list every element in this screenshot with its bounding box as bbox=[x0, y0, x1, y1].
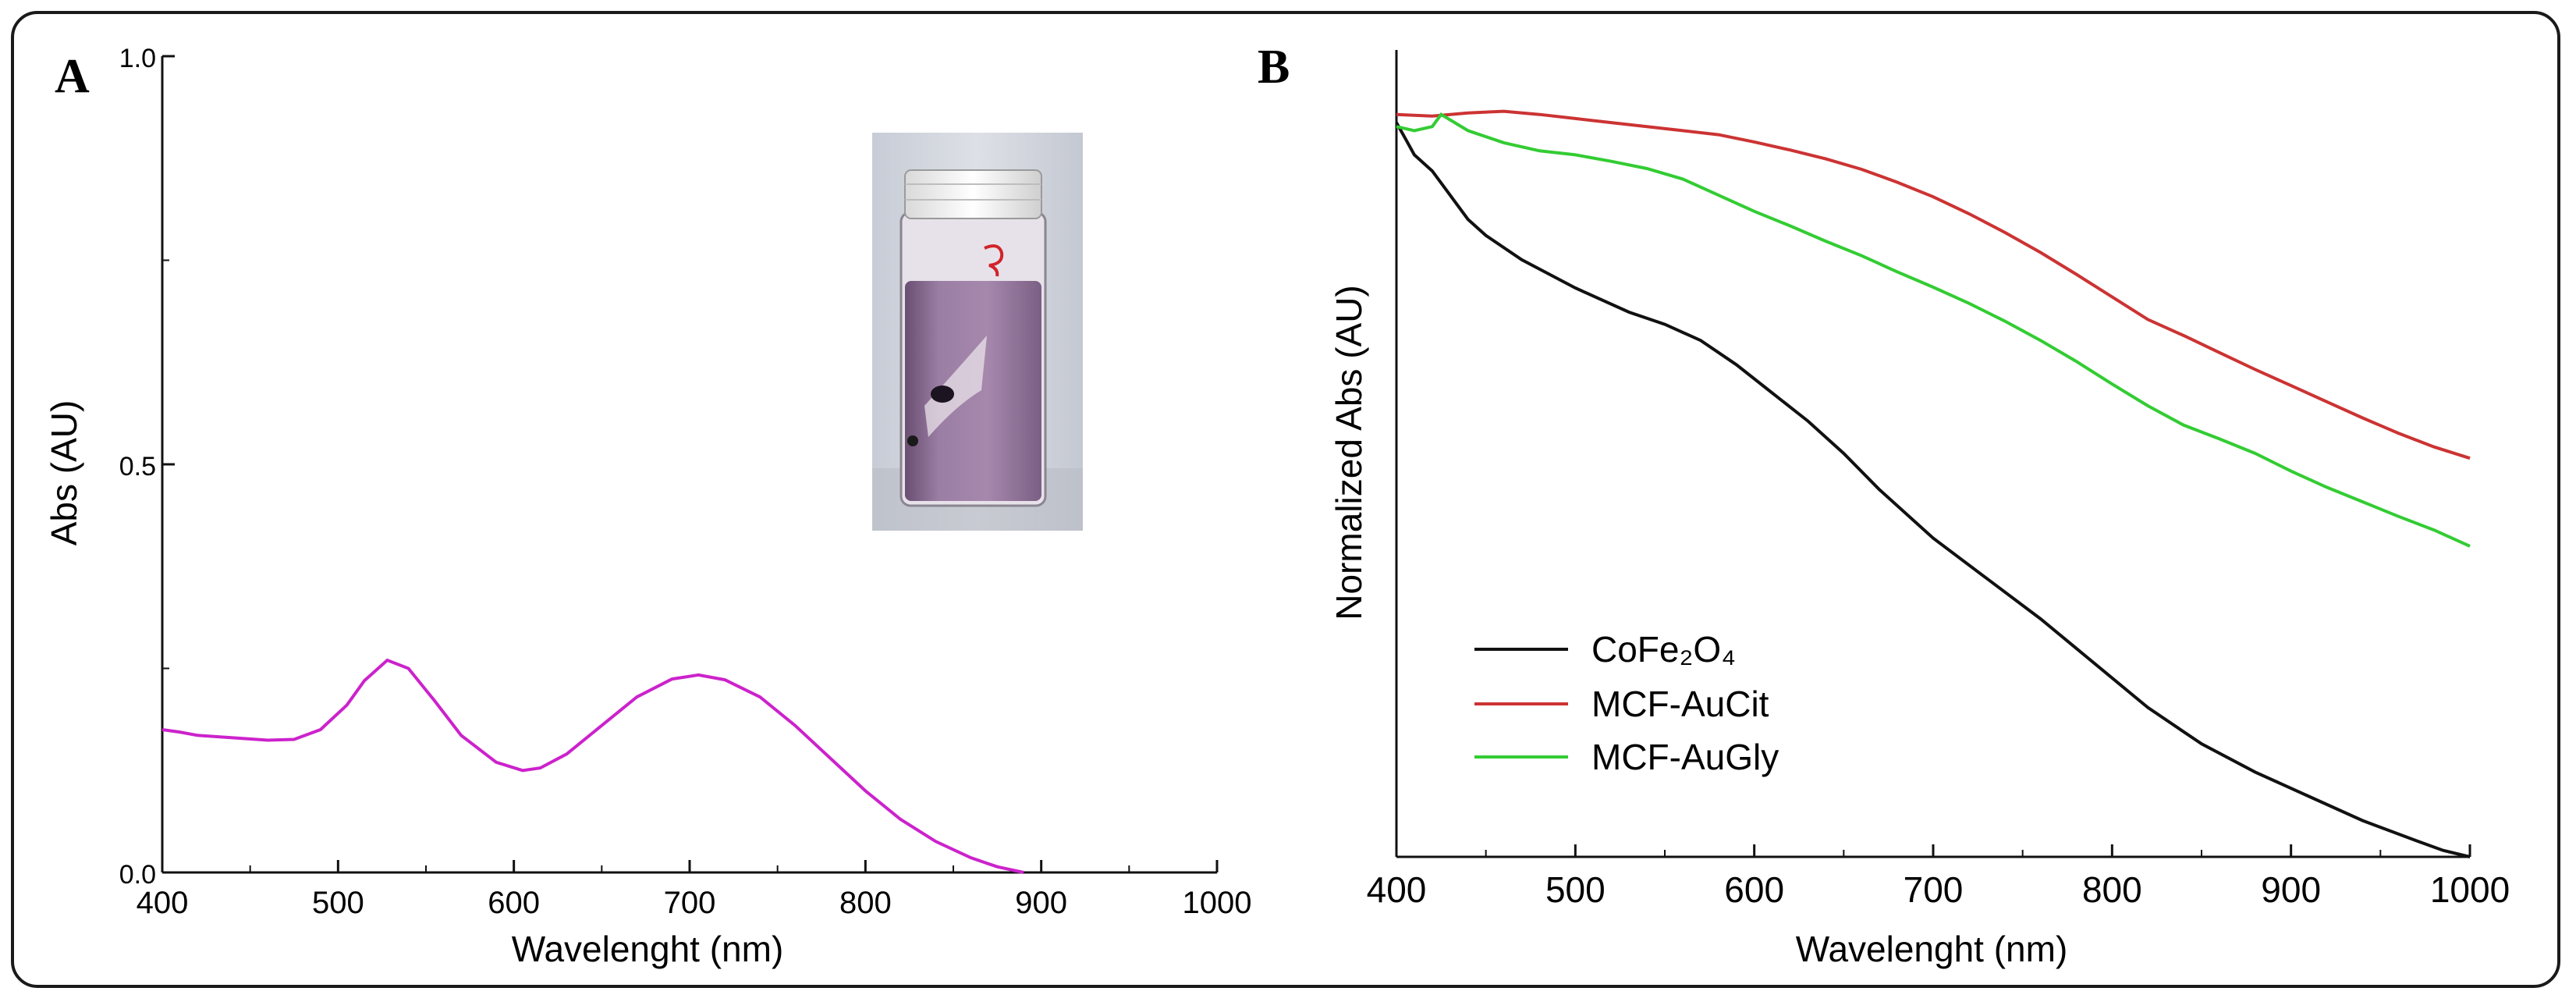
panel-b-legend: CoFe₂O₄ MCF-AuCit MCF-AuGly bbox=[1474, 629, 1779, 777]
x-tick-label: 500 bbox=[312, 886, 364, 920]
panel-a-y-ticks: 0.0 0.5 1.0 bbox=[119, 44, 175, 890]
x-tick-label: 500 bbox=[1545, 869, 1606, 910]
panel-a-spectrum-line bbox=[161, 658, 1024, 874]
legend-label-mcf-augly: MCF-AuGly bbox=[1591, 737, 1779, 777]
x-tick-label: 600 bbox=[488, 886, 540, 920]
x-tick-label: 800 bbox=[839, 886, 892, 920]
y-tick-label: 0.0 bbox=[119, 860, 156, 890]
x-tick-label: 600 bbox=[1724, 869, 1784, 910]
legend-label-cofe2o4: CoFe₂O₄ bbox=[1591, 629, 1736, 670]
panel-b-label: B bbox=[1258, 41, 1290, 94]
x-tick-label: 900 bbox=[1015, 886, 1067, 920]
panel-b-x-ticks: 400 500 600 700 800 900 1000 bbox=[1367, 844, 2510, 910]
panel-a-label: A bbox=[55, 50, 90, 103]
x-tick-label: 900 bbox=[2261, 869, 2321, 910]
x-tick-label: 400 bbox=[1367, 869, 1427, 910]
panel-a-x-axis-label: Wavelenght (nm) bbox=[512, 929, 784, 969]
y-tick-label: 0.5 bbox=[119, 452, 156, 481]
x-tick-label: 700 bbox=[664, 886, 716, 920]
x-tick-label: 700 bbox=[1904, 869, 1964, 910]
panel-b-axes bbox=[1395, 50, 2470, 858]
x-tick-label: 400 bbox=[137, 886, 189, 920]
vial-photo bbox=[872, 133, 1083, 531]
panel-a: A 400 500 600 700 800 900 1000 0.0 0.5 1.0 bbox=[44, 44, 1251, 969]
x-tick-label: 800 bbox=[2082, 869, 2142, 910]
panel-b-y-axis-label: Normalized Abs (AU) bbox=[1329, 285, 1369, 620]
x-tick-label: 1000 bbox=[2430, 869, 2510, 910]
figure-frame bbox=[11, 11, 2560, 988]
panel-b: B 400 500 600 700 800 900 1000 CoFe₂O₄ MCF-AuC… bbox=[1258, 41, 2510, 969]
cofe2o4-line bbox=[1395, 122, 2471, 858]
y-tick-label: 1.0 bbox=[119, 44, 156, 73]
panel-a-x-ticks: 400 500 600 700 800 900 1000 bbox=[137, 860, 1252, 920]
panel-b-x-axis-label: Wavelenght (nm) bbox=[1796, 929, 2068, 969]
panel-a-y-axis-label: Abs (AU) bbox=[44, 400, 84, 546]
x-tick-label: 1000 bbox=[1183, 886, 1252, 920]
mcf-augly-line bbox=[1396, 112, 2471, 548]
legend-label-mcf-aucit: MCF-AuCit bbox=[1591, 684, 1769, 724]
mcf-aucit-line bbox=[1396, 109, 2471, 460]
